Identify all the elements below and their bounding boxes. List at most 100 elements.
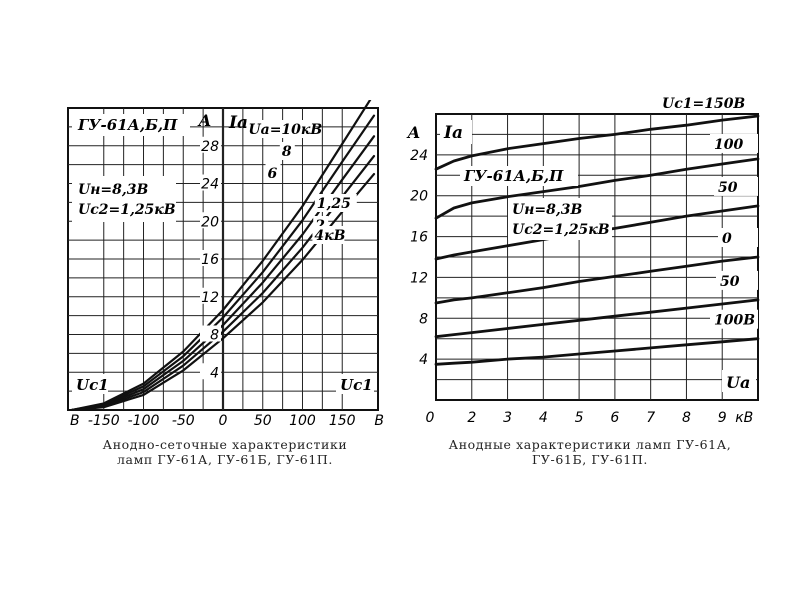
caption-right-line2: ГУ-61Б, ГУ-61П.: [532, 452, 648, 467]
y-axis-label: Iа: [443, 123, 463, 143]
series-label: 6: [268, 166, 278, 182]
ylabel-bg: [440, 120, 472, 144]
x-tick-label: 150: [329, 413, 356, 429]
anode-grid-chart-svg: 4 8 12 16 20 24 28 -150 -100 -50 0 50 100 150 B B A Iа ГУ-…: [67, 100, 384, 429]
series-label-bg: [710, 309, 758, 329]
series-label-bg: [314, 194, 357, 212]
x-tick-label: 0: [219, 413, 228, 429]
x-tick-label: 100: [289, 413, 316, 429]
x-axis-label-left: Uc1: [76, 376, 109, 394]
series-label: 1,25: [317, 196, 351, 212]
x-tick-label: 2: [467, 410, 476, 426]
series-curve-1: [434, 157, 760, 220]
y-axis-label: Iа: [228, 113, 248, 133]
tick-label-bg: [200, 212, 221, 229]
xlabel-right-bg: [336, 374, 374, 394]
x-axis-label-right: Uc1: [340, 376, 373, 394]
series-label-bg: [658, 93, 758, 113]
condition-screen-voltage: Uc2=1,25кВ: [512, 222, 610, 238]
x-tick-label: 3: [503, 410, 512, 426]
anode-chart: 0 2 3 4 5 6 7 8 9 кВ 4 8 12 16 20 24 A Iа ГУ-61А,Б,П Uн=8,3…: [400, 93, 772, 430]
series-label: Uc1=150В: [662, 96, 745, 112]
caption-right-line1: Анодные характеристики ламп ГУ-61А,: [448, 437, 732, 452]
anode-chart-svg: 0 2 3 4 5 6 7 8 9 кВ 4 8 12 16 20 24 A Iа ГУ-61А,Б,П Uн=8,3…: [406, 93, 760, 426]
xlabel-bg: [722, 370, 756, 392]
caption-right: Анодные характеристики ламп ГУ-61А, ГУ-6…: [405, 437, 775, 467]
y-tick-label: 24: [201, 177, 219, 193]
condition-heater-voltage: Uн=8,3В: [512, 202, 583, 218]
x-tick-label: -100: [128, 413, 160, 429]
x-tick-label: 7: [646, 410, 655, 426]
x-tick-label: 6: [610, 410, 619, 426]
series-curve-3: [70, 155, 376, 410]
series-label: 100: [714, 137, 743, 153]
series-label: 50: [720, 274, 740, 290]
series-label-bg: [246, 120, 316, 138]
xlabel-left-bg: [72, 374, 108, 394]
condition-screen-voltage: Uc2=1,25кВ: [78, 202, 176, 218]
series-curve-4: [434, 298, 760, 339]
x-tick-label: 4: [539, 410, 548, 426]
series-label: 8: [282, 144, 292, 160]
caption-left-line1: Анодно-сеточные характеристики: [102, 437, 348, 452]
tick-label-bg: [200, 250, 221, 266]
title-bg: [460, 166, 578, 186]
tick-label-bg: [200, 174, 221, 191]
tick-label-bg: [200, 136, 221, 153]
chart-title: ГУ-61А,Б,П: [463, 167, 564, 185]
series-label-bg: [714, 176, 758, 196]
series-label-bg: [710, 133, 758, 153]
series-label-bg: [265, 164, 281, 182]
tick-label-bg: [200, 363, 221, 380]
caption-left: Анодно-сеточные характеристики ламп ГУ-6…: [60, 437, 390, 467]
y-tick-label: 16: [201, 252, 219, 268]
anode-grid-chart: 4 8 12 16 20 24 28 -150 -100 -50 0 50 100 150 B B A Iа ГУ-…: [58, 100, 388, 430]
y-tick-label: 4: [419, 352, 428, 368]
tick-label-bg: [200, 287, 221, 304]
condition-heater-voltage: Uн=8,3В: [78, 182, 149, 198]
x-tick-label: -50: [172, 413, 195, 429]
title-bg: [72, 114, 190, 136]
series-label: 100В: [714, 313, 755, 329]
tick-label-bg: [200, 325, 221, 342]
series-curve-0: [70, 100, 372, 410]
series-curve-5: [434, 337, 760, 366]
y-tick-label: 20: [410, 189, 428, 205]
y-unit-label: A: [406, 123, 420, 142]
caption-left-line2: ламп ГУ-61А, ГУ-61Б, ГУ-61П.: [117, 452, 333, 467]
y-tick-label: 8: [419, 311, 428, 327]
x-tick-label: -150: [88, 413, 120, 429]
extra-label-bg: [312, 226, 345, 244]
conditions-bg: [508, 198, 612, 240]
y-tick-label: 8: [210, 328, 219, 344]
x-tick-label: 0: [426, 410, 435, 426]
x-unit-right: B: [374, 413, 384, 429]
series-label: 0: [722, 231, 732, 247]
series-curve-3: [434, 255, 760, 305]
y-tick-label: 28: [201, 139, 219, 155]
x-tick-label: 50: [254, 413, 272, 429]
x-tick-label: 9: [718, 410, 727, 426]
y-tick-label: 24: [410, 148, 428, 164]
y-tick-label: 12: [201, 290, 219, 306]
x-axis-label: Uа: [726, 373, 750, 392]
conditions-bg: [72, 176, 176, 222]
y-tick-label: 12: [410, 270, 428, 286]
y-tick-label: 20: [201, 214, 219, 230]
chart-title: ГУ-61А,Б,П: [77, 116, 178, 134]
x-unit-left: B: [70, 413, 80, 429]
series-curve-1: [70, 114, 376, 410]
x-tick-label: 5: [575, 410, 584, 426]
x-unit-label: кВ: [735, 410, 753, 426]
y-tick-label: 16: [410, 230, 428, 246]
y-unit-label: A: [197, 111, 211, 130]
series-label: Uа=10кВ: [248, 122, 322, 138]
series-curve-0: [434, 114, 760, 171]
y-tick-label: 4: [210, 365, 219, 381]
x-tick-label: 8: [682, 410, 691, 426]
series-label: 50: [718, 180, 738, 196]
series-label-bg: [718, 228, 758, 247]
series-label-bg: [279, 142, 295, 160]
series-label-bg: [716, 270, 758, 290]
series-label-extra: 4кВ: [314, 228, 345, 244]
